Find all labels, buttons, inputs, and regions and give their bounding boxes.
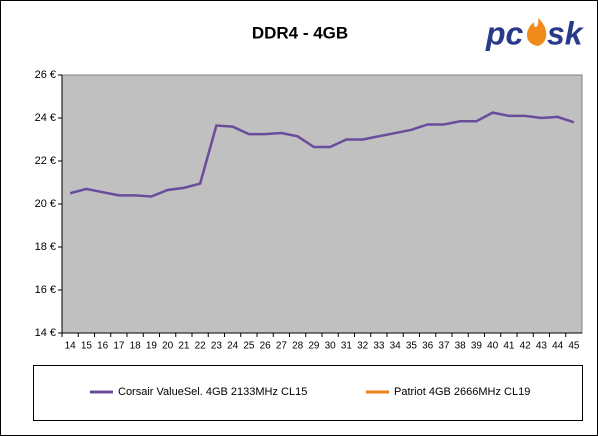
logo: pc sk bbox=[485, 15, 585, 51]
x-tick-label: 16 bbox=[97, 341, 109, 352]
x-tick-label: 25 bbox=[243, 341, 255, 352]
x-tick-label: 30 bbox=[325, 341, 337, 352]
legend-label: Patriot 4GB 2666MHz CL19 bbox=[394, 386, 530, 398]
x-tick-label: 26 bbox=[260, 341, 272, 352]
x-tick-label: 17 bbox=[113, 341, 125, 352]
logo-text: sk bbox=[547, 15, 585, 51]
x-tick-label: 31 bbox=[341, 341, 353, 352]
x-tick-label: 21 bbox=[178, 341, 190, 352]
x-tick-label: 42 bbox=[520, 341, 532, 352]
y-tick-label: 14 € bbox=[35, 327, 56, 339]
x-tick-label: 33 bbox=[373, 341, 385, 352]
x-tick-label: 22 bbox=[195, 341, 207, 352]
x-tick-label: 29 bbox=[308, 341, 320, 352]
chart-title: DDR4 - 4GB bbox=[252, 23, 348, 42]
x-tick-label: 38 bbox=[455, 341, 467, 352]
x-tick-label: 24 bbox=[227, 341, 239, 352]
x-tick-label: 18 bbox=[130, 341, 142, 352]
legend bbox=[33, 365, 583, 421]
x-tick-label: 32 bbox=[357, 341, 369, 352]
x-tick-label: 36 bbox=[422, 341, 434, 352]
x-tick-label: 41 bbox=[503, 341, 515, 352]
x-tick-label: 44 bbox=[552, 341, 564, 352]
y-tick-label: 20 € bbox=[35, 198, 56, 210]
x-tick-label: 23 bbox=[211, 341, 223, 352]
x-tick-label: 37 bbox=[438, 341, 450, 352]
x-tick-label: 39 bbox=[471, 341, 483, 352]
x-tick-label: 28 bbox=[292, 341, 304, 352]
y-tick-label: 18 € bbox=[35, 241, 56, 253]
logo-text: pc bbox=[485, 15, 524, 51]
x-tick-label: 40 bbox=[487, 341, 499, 352]
x-tick-label: 35 bbox=[406, 341, 418, 352]
x-tick-label: 15 bbox=[81, 341, 93, 352]
x-tick-label: 20 bbox=[162, 341, 174, 352]
x-tick-label: 43 bbox=[536, 341, 548, 352]
logo-flame bbox=[526, 18, 547, 46]
x-tick-label: 14 bbox=[65, 341, 77, 352]
series-line bbox=[69, 111, 575, 198]
y-tick-label: 22 € bbox=[35, 155, 56, 167]
y-tick-label: 16 € bbox=[35, 284, 56, 296]
y-tick-label: 26 € bbox=[35, 69, 56, 81]
y-tick-label: 24 € bbox=[35, 112, 56, 124]
plot-area bbox=[61, 74, 583, 334]
x-tick-label: 45 bbox=[568, 341, 580, 352]
legend-label: Corsair ValueSel. 4GB 2133MHz CL15 bbox=[118, 386, 307, 398]
x-tick-label: 34 bbox=[390, 341, 402, 352]
x-tick-label: 19 bbox=[146, 341, 158, 352]
x-tick-label: 27 bbox=[276, 341, 288, 352]
